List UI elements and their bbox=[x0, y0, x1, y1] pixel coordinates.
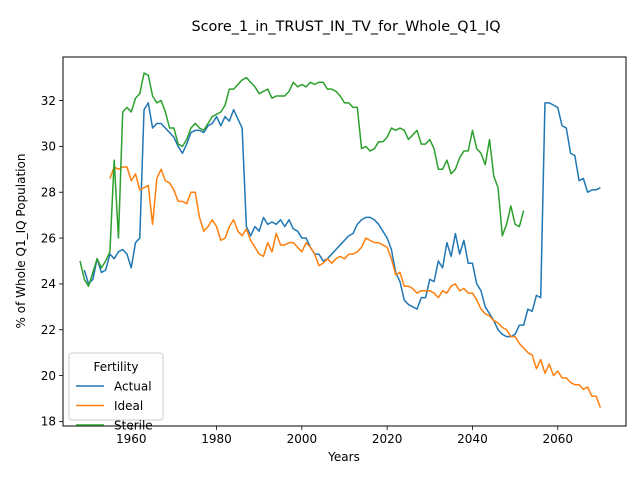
x-axis-label: Years bbox=[327, 450, 360, 464]
x-tick-label: 2000 bbox=[287, 432, 318, 446]
x-tick-label: 2060 bbox=[542, 432, 573, 446]
y-axis-ticks: 18 20 22 24 26 28 30 32 bbox=[41, 94, 63, 429]
legend-label-ideal: Ideal bbox=[114, 399, 143, 413]
series-line-sterile bbox=[79, 72, 525, 287]
y-tick-label: 20 bbox=[41, 369, 56, 383]
chart-title: Score_1_in_TRUST_IN_TV_for_Whole_Q1_IQ bbox=[191, 19, 500, 35]
x-tick-label: 1960 bbox=[116, 432, 147, 446]
x-tick-label: 2040 bbox=[457, 432, 488, 446]
y-axis-label: % of Whole Q1_IQ Population bbox=[14, 154, 28, 329]
x-tick-label: 1980 bbox=[201, 432, 232, 446]
series-line-ideal bbox=[109, 166, 602, 408]
y-tick-label: 30 bbox=[41, 140, 56, 154]
y-tick-label: 32 bbox=[41, 94, 56, 108]
x-axis-ticks: 1960 1980 2000 2020 2040 2060 bbox=[116, 426, 573, 446]
plot-lines bbox=[79, 72, 602, 408]
y-tick-label: 24 bbox=[41, 277, 56, 291]
legend-label-sterile: Sterile bbox=[114, 418, 153, 432]
series-line-actual bbox=[83, 102, 601, 338]
y-tick-label: 26 bbox=[41, 231, 56, 245]
x-tick-label: 2020 bbox=[372, 432, 403, 446]
y-tick-label: 28 bbox=[41, 186, 56, 200]
y-tick-label: 22 bbox=[41, 323, 56, 337]
legend: Fertility Actual Ideal Sterile bbox=[68, 352, 164, 432]
legend-box bbox=[68, 352, 164, 421]
plot-frame bbox=[62, 56, 627, 427]
legend-label-actual: Actual bbox=[114, 379, 152, 393]
y-tick-label: 18 bbox=[41, 415, 56, 429]
legend-title: Fertility bbox=[93, 360, 138, 374]
